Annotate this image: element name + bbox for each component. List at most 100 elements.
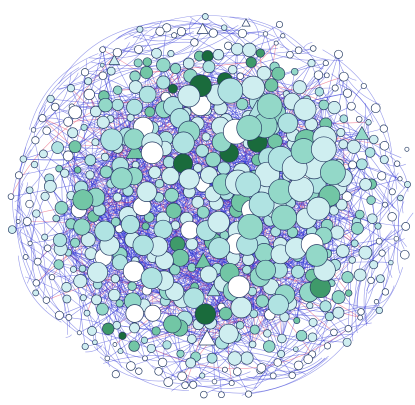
graph-node[interactable] bbox=[306, 196, 331, 221]
graph-node[interactable] bbox=[201, 50, 214, 63]
graph-node[interactable] bbox=[342, 337, 352, 347]
graph-node[interactable] bbox=[135, 367, 143, 375]
graph-node[interactable] bbox=[112, 342, 118, 347]
graph-node[interactable] bbox=[353, 268, 367, 282]
graph-node[interactable] bbox=[53, 233, 67, 248]
graph-node[interactable] bbox=[269, 372, 277, 380]
graph-node[interactable] bbox=[142, 57, 152, 67]
graph-node[interactable] bbox=[74, 166, 82, 174]
graph-node[interactable] bbox=[117, 348, 124, 355]
graph-node[interactable] bbox=[381, 288, 390, 296]
graph-node-triangle[interactable] bbox=[354, 125, 370, 140]
graph-node[interactable] bbox=[112, 192, 123, 203]
graph-node[interactable] bbox=[48, 274, 56, 281]
graph-node[interactable] bbox=[256, 363, 267, 373]
graph-node[interactable] bbox=[167, 83, 178, 94]
graph-node[interactable] bbox=[271, 204, 297, 231]
graph-node[interactable] bbox=[111, 98, 124, 111]
graph-node[interactable] bbox=[293, 360, 304, 371]
graph-node[interactable] bbox=[42, 296, 51, 304]
graph-node[interactable] bbox=[73, 218, 91, 236]
graph-node[interactable] bbox=[388, 188, 396, 196]
graph-node[interactable] bbox=[256, 66, 272, 81]
graph-node[interactable] bbox=[156, 57, 171, 73]
graph-node[interactable] bbox=[236, 115, 263, 141]
graph-node[interactable] bbox=[22, 254, 29, 260]
graph-node[interactable] bbox=[25, 199, 34, 209]
graph-node[interactable] bbox=[140, 141, 164, 165]
graph-node[interactable] bbox=[202, 60, 216, 74]
graph-node[interactable] bbox=[185, 237, 199, 251]
graph-node[interactable] bbox=[79, 294, 87, 302]
graph-node[interactable] bbox=[309, 45, 317, 52]
graph-node[interactable] bbox=[400, 249, 410, 260]
graph-node[interactable] bbox=[87, 261, 109, 283]
graph-node[interactable] bbox=[367, 276, 375, 285]
graph-node[interactable] bbox=[115, 299, 124, 308]
graph-node[interactable] bbox=[155, 26, 165, 36]
graph-node[interactable] bbox=[248, 340, 257, 349]
graph-node[interactable] bbox=[53, 259, 64, 270]
graph-node[interactable] bbox=[76, 330, 82, 336]
graph-node[interactable] bbox=[111, 254, 128, 271]
graph-node[interactable] bbox=[200, 166, 218, 184]
graph-node[interactable] bbox=[80, 123, 88, 131]
graph-node[interactable] bbox=[68, 140, 82, 154]
graph-node[interactable] bbox=[182, 57, 195, 70]
graph-node[interactable] bbox=[346, 139, 361, 154]
graph-node[interactable] bbox=[176, 27, 186, 37]
graph-node[interactable] bbox=[241, 75, 265, 100]
graph-node[interactable] bbox=[263, 340, 276, 353]
graph-node[interactable] bbox=[33, 257, 42, 266]
graph-node[interactable] bbox=[255, 294, 269, 308]
graph-node[interactable] bbox=[62, 294, 72, 304]
graph-node[interactable] bbox=[242, 42, 257, 58]
graph-node[interactable] bbox=[123, 128, 145, 150]
graph-node[interactable] bbox=[194, 303, 217, 325]
graph-node[interactable] bbox=[211, 378, 218, 385]
graph-node[interactable] bbox=[55, 164, 63, 173]
graph-node[interactable] bbox=[224, 41, 233, 50]
graph-node[interactable] bbox=[81, 342, 89, 351]
graph-node[interactable] bbox=[323, 72, 330, 79]
graph-node[interactable] bbox=[138, 85, 157, 104]
graph-node[interactable] bbox=[39, 149, 48, 159]
graph-node[interactable] bbox=[80, 232, 96, 248]
graph-node[interactable] bbox=[332, 306, 345, 319]
graph-node[interactable] bbox=[142, 355, 148, 362]
graph-node[interactable] bbox=[336, 244, 350, 258]
graph-node[interactable] bbox=[369, 260, 379, 270]
graph-node[interactable] bbox=[128, 340, 140, 352]
graph-node[interactable] bbox=[344, 325, 352, 333]
graph-node[interactable] bbox=[228, 65, 238, 75]
graph-node[interactable] bbox=[318, 99, 330, 111]
graph-node[interactable] bbox=[190, 38, 199, 47]
graph-node[interactable] bbox=[201, 132, 211, 142]
graph-node[interactable] bbox=[355, 209, 365, 220]
graph-node[interactable] bbox=[379, 141, 390, 151]
graph-node[interactable] bbox=[183, 287, 205, 309]
graph-node[interactable] bbox=[334, 49, 343, 59]
graph-node[interactable] bbox=[401, 222, 411, 231]
graph-node[interactable] bbox=[128, 80, 143, 94]
graph-node[interactable] bbox=[295, 329, 308, 342]
graph-node[interactable] bbox=[382, 201, 388, 208]
graph-node[interactable] bbox=[92, 339, 98, 346]
graph-node[interactable] bbox=[66, 84, 75, 93]
graph-node[interactable] bbox=[369, 134, 379, 145]
graph-node[interactable] bbox=[200, 390, 208, 399]
graph-node[interactable] bbox=[191, 196, 205, 209]
graph-node[interactable] bbox=[335, 198, 348, 211]
graph-node[interactable] bbox=[157, 357, 168, 368]
graph-node[interactable] bbox=[99, 165, 113, 179]
graph-node[interactable] bbox=[140, 267, 163, 290]
graph-node[interactable] bbox=[136, 25, 144, 33]
graph-node[interactable] bbox=[288, 371, 296, 379]
graph-node[interactable] bbox=[290, 67, 299, 76]
graph-node[interactable] bbox=[355, 116, 363, 123]
graph-node[interactable] bbox=[54, 201, 69, 215]
graph-node[interactable] bbox=[323, 342, 332, 350]
graph-node[interactable] bbox=[379, 155, 389, 165]
graph-node[interactable] bbox=[350, 239, 359, 248]
